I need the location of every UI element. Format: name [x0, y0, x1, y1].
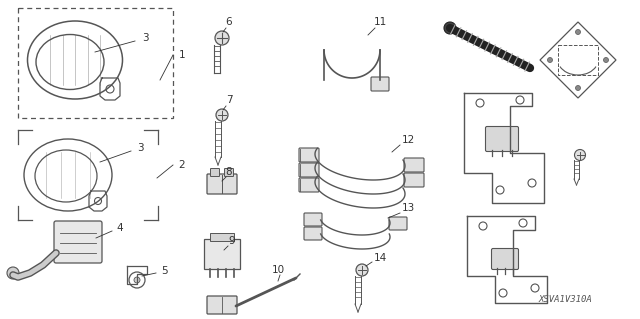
- Text: 9: 9: [228, 236, 236, 246]
- Bar: [204, 239, 240, 269]
- Circle shape: [604, 57, 609, 63]
- Circle shape: [547, 57, 552, 63]
- Circle shape: [7, 267, 19, 279]
- Text: 2: 2: [179, 160, 186, 170]
- Circle shape: [444, 22, 456, 34]
- Text: 5: 5: [162, 266, 168, 276]
- FancyBboxPatch shape: [389, 217, 407, 230]
- FancyBboxPatch shape: [54, 221, 102, 263]
- Circle shape: [215, 31, 229, 45]
- Text: 1: 1: [179, 50, 186, 60]
- Text: 4: 4: [116, 223, 124, 233]
- Text: 13: 13: [401, 203, 415, 213]
- Text: 7: 7: [226, 95, 232, 105]
- Circle shape: [216, 109, 228, 121]
- Text: 11: 11: [373, 17, 387, 27]
- Text: 3: 3: [141, 33, 148, 43]
- FancyBboxPatch shape: [371, 77, 389, 91]
- Circle shape: [575, 85, 580, 91]
- Text: 8: 8: [226, 167, 232, 177]
- Circle shape: [575, 29, 580, 34]
- FancyBboxPatch shape: [304, 213, 322, 226]
- Circle shape: [356, 264, 368, 276]
- FancyBboxPatch shape: [299, 178, 319, 192]
- Bar: [210, 233, 234, 241]
- Text: XSVA1V310A: XSVA1V310A: [538, 295, 592, 305]
- Text: 6: 6: [226, 17, 232, 27]
- FancyBboxPatch shape: [492, 249, 518, 270]
- FancyBboxPatch shape: [404, 173, 424, 187]
- FancyBboxPatch shape: [304, 227, 322, 240]
- Circle shape: [575, 150, 586, 160]
- FancyBboxPatch shape: [207, 296, 237, 314]
- Text: 10: 10: [271, 265, 285, 275]
- FancyBboxPatch shape: [211, 168, 220, 176]
- FancyBboxPatch shape: [299, 163, 319, 177]
- FancyBboxPatch shape: [299, 148, 319, 162]
- FancyBboxPatch shape: [404, 158, 424, 172]
- Bar: [18, 8, 173, 118]
- Text: 3: 3: [137, 143, 143, 153]
- FancyBboxPatch shape: [486, 127, 518, 152]
- FancyBboxPatch shape: [207, 174, 237, 194]
- FancyBboxPatch shape: [225, 168, 234, 176]
- Circle shape: [134, 277, 140, 283]
- Text: 12: 12: [401, 135, 415, 145]
- Text: 14: 14: [373, 253, 387, 263]
